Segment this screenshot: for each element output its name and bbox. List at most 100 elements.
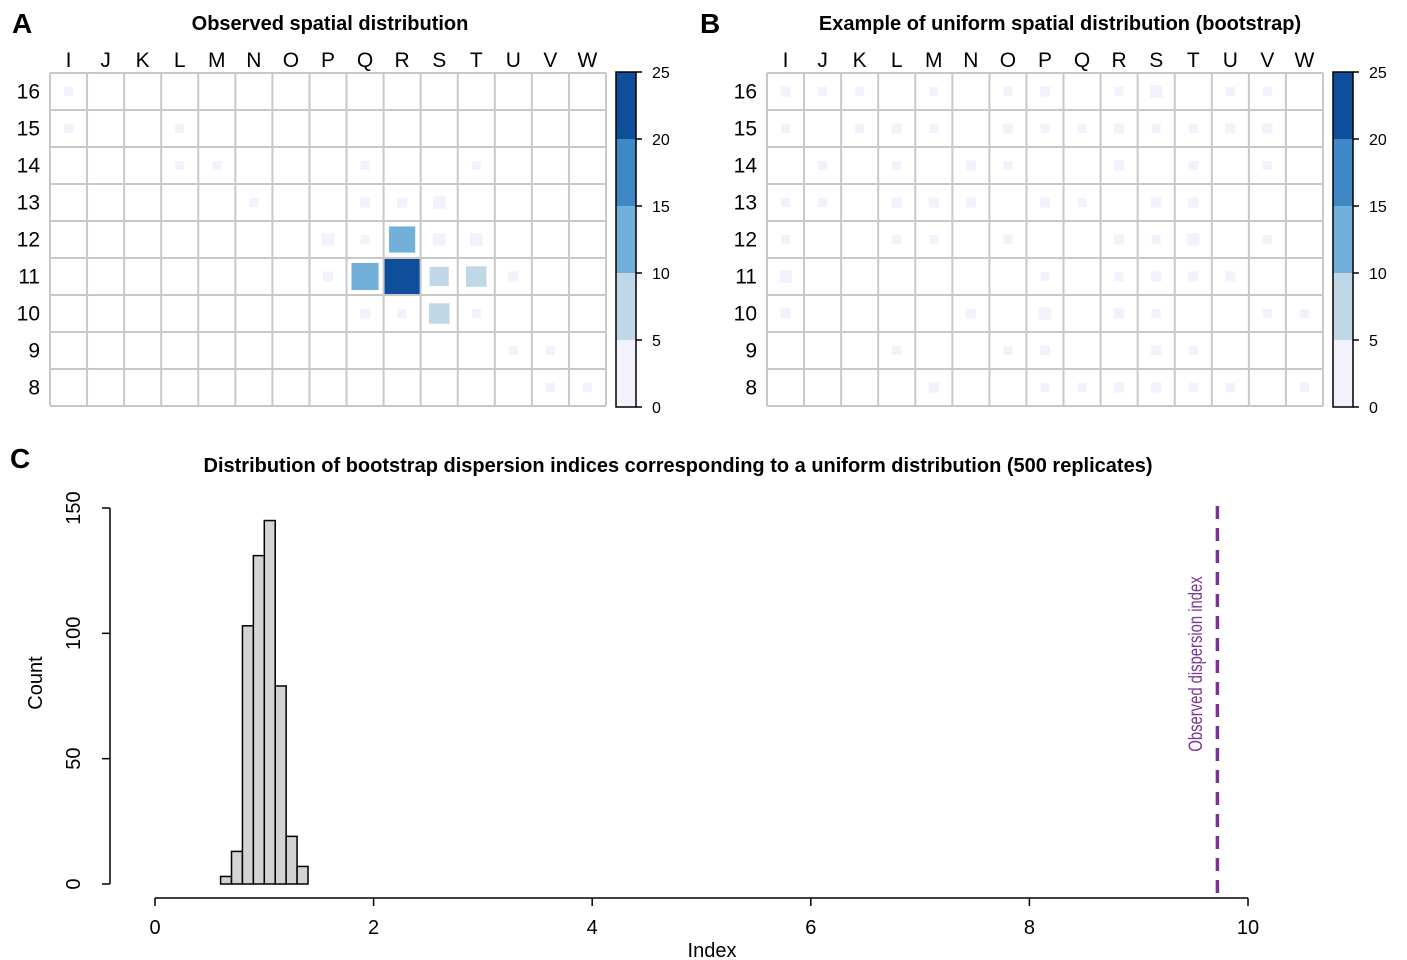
heatmap-b-cell-P13	[1039, 197, 1051, 208]
heatmap-b-grid-bg	[767, 73, 1323, 406]
heatmap-b-cell-V12	[1262, 234, 1272, 245]
histogram-bar	[263, 519, 276, 885]
heatmap-b-cell-P11	[1040, 271, 1050, 282]
heatmap-b-cell-S16	[1149, 85, 1163, 98]
heatmap-b-row-label: 16	[734, 81, 757, 104]
heatmap-b-cell-S13	[1151, 197, 1162, 208]
histogram-x-tick-label: 2	[368, 917, 379, 939]
histogram-x-tick-label: 10	[1237, 917, 1259, 939]
heatmap-a-title: Observed spatial distribution	[192, 13, 469, 35]
heatmap-b-cell-I10	[780, 308, 791, 319]
heatmap-b-cell-R14	[1114, 160, 1125, 171]
heatmap-a-cell-W8	[582, 382, 592, 393]
heatmap-a-cell-T11	[466, 266, 487, 287]
heatmap-a-cell-Q12	[360, 234, 370, 245]
heatmap-b-col-label: V	[1260, 49, 1274, 72]
heatmap-a-cell-P12	[321, 233, 335, 246]
heatmap-b-cell-T14	[1188, 160, 1198, 171]
heatmap-a-colorbar-frame	[615, 71, 637, 408]
heatmap-b-col-label: S	[1149, 49, 1163, 72]
heatmap-a-cell-L14	[175, 160, 185, 171]
heatmap-a-cell-V9	[545, 345, 555, 356]
heatmap-a-row-label: 15	[17, 118, 40, 141]
heatmap-a-row-label: 12	[17, 229, 40, 252]
heatmap-a-col-label: W	[578, 49, 598, 72]
heatmap-a-colorbar-tick-label: 5	[652, 333, 661, 350]
heatmap-b-cell-Q13	[1077, 197, 1087, 208]
heatmap-b-col-label: L	[891, 49, 903, 72]
heatmap-b-cell-M8	[928, 382, 939, 393]
heatmap-a-colorbar-tick-label: 10	[652, 266, 670, 283]
heatmap-a-cell-Q13	[359, 197, 371, 208]
heatmap-a-colorbar-segment	[616, 139, 636, 206]
histogram-x-tick-label: 4	[587, 917, 598, 939]
heatmap-a-row-label: 14	[17, 155, 41, 178]
heatmap-b-cell-V16	[1262, 86, 1272, 97]
histogram-x-label: Index	[688, 940, 737, 960]
heatmap-b-cell-N13	[965, 197, 976, 208]
heatmap-a-colorbar-segment	[616, 72, 636, 139]
heatmap-b-colorbar-segment	[1333, 273, 1353, 340]
heatmap-b-cell-P15	[1040, 123, 1050, 134]
heatmap-b-cell-W8	[1299, 382, 1309, 393]
observed-line-label: Observed dispersion index	[1185, 576, 1206, 752]
heatmap-a: I J K L M N O P Q R S T U V W 16 15 14 13 12 11 10 9 8 0 5 10 15 20 2…	[17, 49, 670, 417]
panel-letter-b: B	[700, 8, 720, 39]
heatmap-a-col-label: S	[432, 49, 446, 72]
histogram-bar	[241, 625, 255, 885]
heatmap-b-cell-S8	[1151, 382, 1162, 393]
heatmap-b-cell-Q8	[1077, 382, 1087, 393]
heatmap-b-col-label: P	[1038, 49, 1052, 72]
heatmap-b-cell-L12	[892, 234, 902, 245]
heatmap-b-cell-J16	[818, 86, 828, 97]
heatmap-b-cell-I15	[781, 123, 791, 134]
heatmap-a-colorbar-tick-label: 15	[652, 199, 670, 216]
heatmap-b-cell-S12	[1151, 234, 1161, 245]
heatmap-b-cell-Q15	[1077, 123, 1087, 134]
heatmap-b-title: Example of uniform spatial distribution …	[819, 13, 1301, 35]
heatmap-b-cell-U15	[1225, 123, 1236, 134]
heatmap-b-row-label: 8	[745, 377, 757, 400]
heatmap-a-cell-T14	[471, 160, 481, 171]
heatmap-a-row-label: 8	[28, 377, 40, 400]
heatmap-b-cell-L13	[891, 197, 902, 208]
histogram-x-tick-label: 0	[149, 917, 160, 939]
heatmap-b-cell-K16	[855, 86, 865, 97]
heatmap-a-col-label: N	[246, 49, 261, 72]
heatmap-b-cell-M16	[929, 86, 939, 97]
heatmap-a-cell-R12	[389, 226, 416, 253]
heatmap-a-cell-U11	[508, 271, 519, 282]
heatmap-b-cell-T8	[1188, 382, 1198, 393]
heatmap-b-cell-S9	[1151, 345, 1162, 356]
heatmap-b-cell-T12	[1186, 233, 1200, 246]
heatmap-a-colorbar-segment	[616, 340, 636, 407]
heatmap-a-cell-S12	[432, 233, 446, 246]
heatmap-b-cell-T11	[1188, 271, 1199, 282]
heatmap-b-col-label: I	[783, 49, 789, 72]
heatmap-a-cell-Q10	[359, 308, 371, 319]
heatmap-b-cell-M13	[928, 197, 939, 208]
heatmap-a-cell-R10	[397, 308, 407, 319]
heatmap-b-row-label: 13	[734, 192, 757, 215]
heatmap-a-cell-S13	[432, 196, 446, 209]
histogram-x-tick-label: 8	[1024, 917, 1035, 939]
heatmap-b-cell-L9	[892, 345, 902, 356]
heatmap-b-row-label: 9	[745, 340, 757, 363]
heatmap-b-col-label: M	[925, 49, 943, 72]
heatmap-a-cell-M14	[212, 160, 222, 171]
heatmap-b-colorbar-segment	[1333, 72, 1353, 139]
histogram-y-tick-label: 100	[63, 617, 85, 650]
histogram-y-tick-label: 50	[63, 748, 85, 770]
heatmap-b-cell-V14	[1262, 160, 1272, 171]
heatmap-b-col-label: T	[1187, 49, 1200, 72]
histogram-bar	[230, 850, 244, 885]
heatmap-b-row-label: 11	[735, 266, 757, 289]
histogram-bar	[296, 865, 309, 885]
heatmap-b-cell-R16	[1114, 86, 1124, 97]
heatmap-b-cell-V15	[1262, 123, 1273, 134]
heatmap-a-cell-L15	[175, 123, 185, 134]
heatmap-b-cell-M12	[929, 234, 939, 245]
heatmap-b-cell-M15	[929, 123, 939, 134]
heatmap-b-colorbar-segment	[1333, 206, 1353, 273]
heatmap-b-cell-R11	[1114, 271, 1124, 282]
